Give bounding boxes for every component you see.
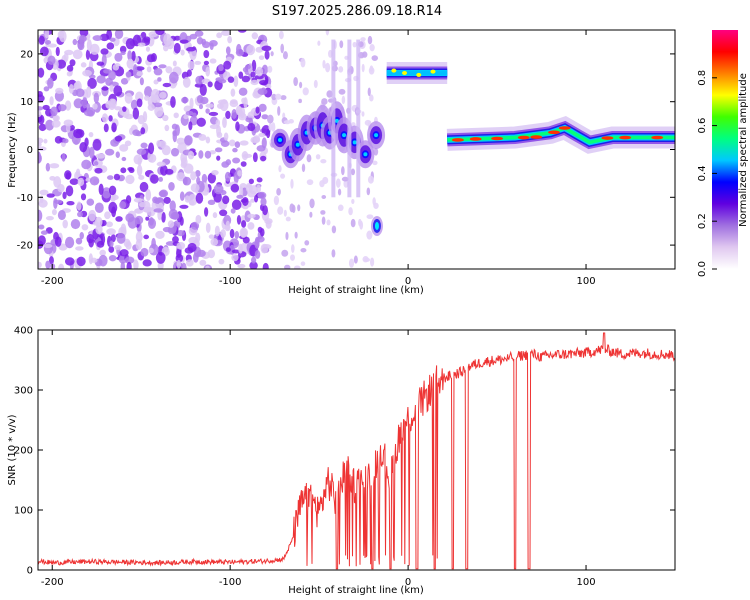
- snr-panel: -200 -100 0 100 0 100 200 300 400 Height of str…: [7, 326, 676, 596]
- main-carrier: [446, 115, 675, 154]
- snr-x-ticks: -200 -100 0 100: [41, 330, 596, 588]
- snr-y-axis-title: SNR (10 * v/v): [7, 414, 18, 485]
- spectrogram-x-axis-title: Height of straight line (km): [288, 285, 424, 296]
- low-sideline: [370, 215, 383, 236]
- snr-plot-area: [38, 332, 675, 570]
- spectrogram-y-ticks: -20 -10 0 10 20: [17, 49, 675, 252]
- colorbar-gradient: [712, 30, 738, 269]
- figure-title: S197.2025.286.09.18.R14: [272, 4, 442, 19]
- colorbar-tick-label: 0.4: [697, 165, 708, 181]
- y-tick-label: 400: [14, 326, 33, 337]
- y-tick-label: 0: [27, 566, 33, 577]
- colorbar-tick-label: 0.2: [697, 213, 708, 229]
- x-tick-label: -100: [219, 276, 242, 287]
- x-tick-label: -200: [41, 577, 64, 588]
- y-tick-label: -10: [17, 193, 33, 204]
- x-tick-label: 0: [405, 577, 411, 588]
- onset-carrier-segments: [270, 39, 386, 198]
- y-tick-label: 200: [14, 446, 33, 457]
- colorbar-label: Normalized spectral amplitude: [738, 73, 749, 227]
- snr-series-line: [38, 332, 675, 570]
- snr-x-axis-title: Height of straight line (km): [288, 585, 424, 596]
- upper-carrier: [386, 62, 448, 84]
- x-tick-label: 100: [576, 276, 595, 287]
- y-tick-label: 300: [14, 386, 33, 397]
- y-tick-label: -20: [17, 241, 33, 252]
- spectrogram-y-axis-title: Frequency (Hz): [7, 112, 18, 188]
- colorbar: 0.0 0.2 0.4 0.6 0.8 Normalized spectral ampl…: [697, 30, 749, 277]
- colorbar-tick-label: 0.6: [697, 118, 708, 134]
- colorbar-tick-label: 0.8: [697, 70, 708, 86]
- x-tick-label: -200: [41, 276, 64, 287]
- spectrogram-noise: [38, 30, 379, 269]
- x-tick-label: 0: [405, 276, 411, 287]
- y-tick-label: 0: [27, 145, 33, 156]
- snr-y-ticks: 0 100 200 300 400: [14, 326, 675, 577]
- y-tick-label: 20: [20, 49, 33, 60]
- y-tick-label: 100: [14, 506, 33, 517]
- colorbar-ticks: 0.0 0.2 0.4 0.6 0.8: [697, 70, 717, 277]
- x-tick-label: 100: [576, 577, 595, 588]
- x-tick-label: -100: [219, 577, 242, 588]
- spectrogram-plot-area: [38, 30, 675, 269]
- colorbar-tick-label: 0.0: [697, 261, 708, 277]
- spectrogram-layer: [38, 30, 675, 269]
- spectrogram-x-ticks: -200 -100 0 100: [41, 30, 596, 287]
- y-tick-label: 10: [20, 97, 33, 108]
